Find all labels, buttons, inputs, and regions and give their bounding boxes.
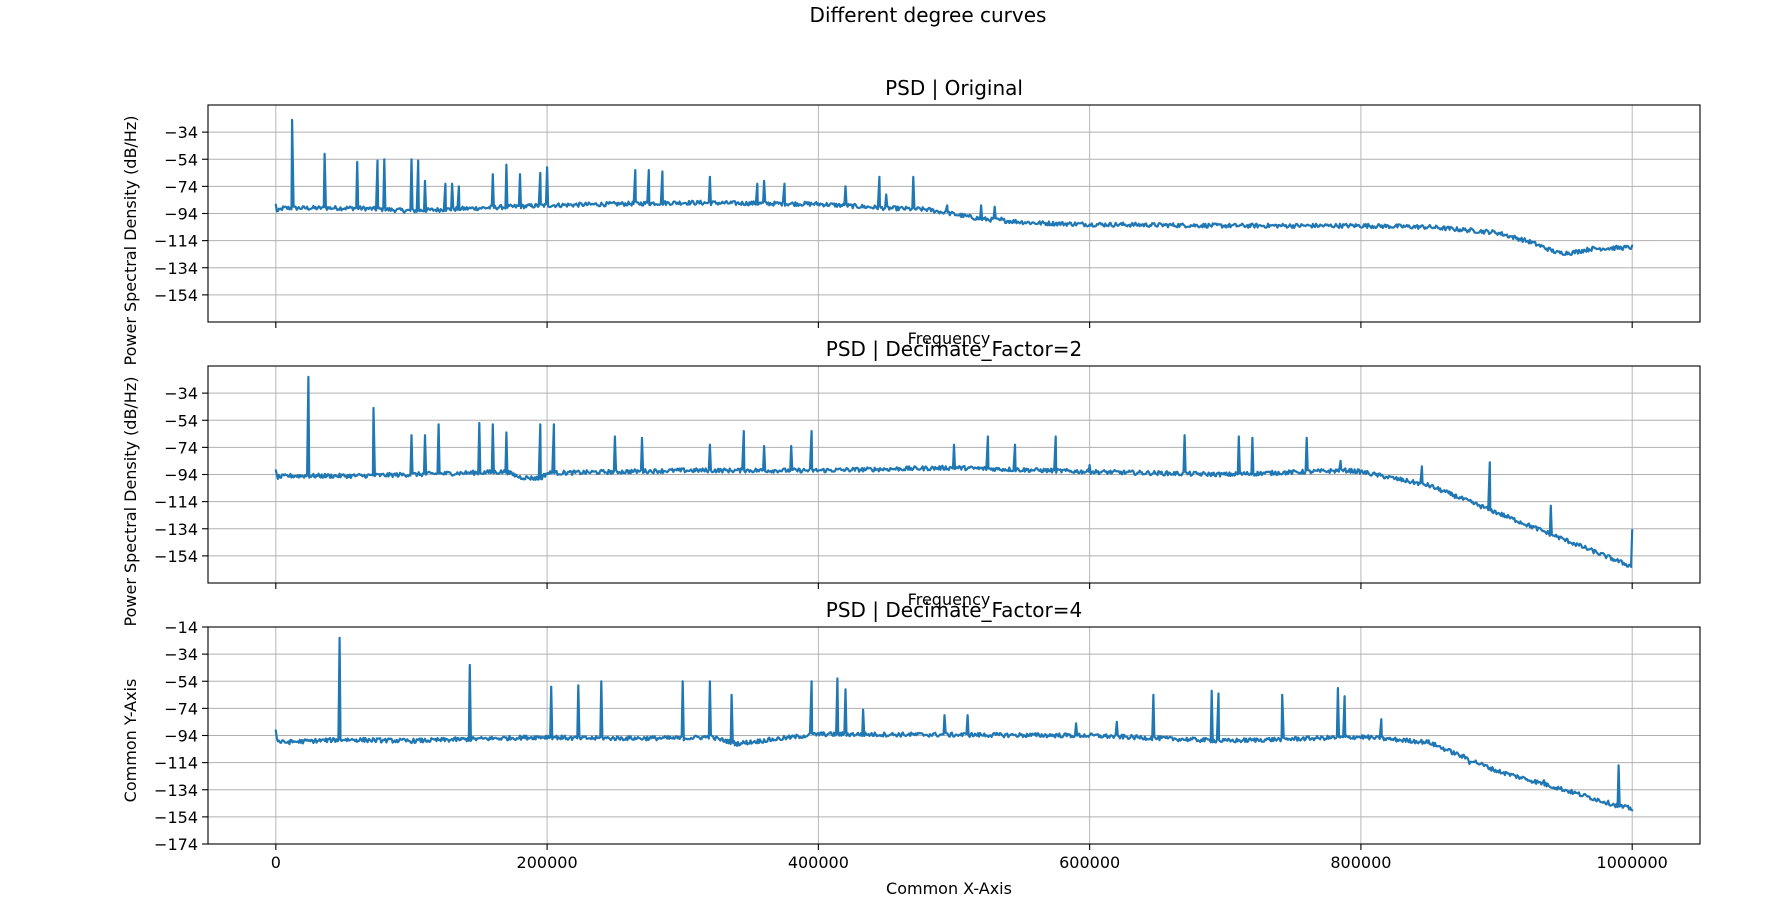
subplot-2: −154 −134 −114 −94 −74 −54 −34 PSD | Decimate_F… bbox=[121, 337, 1701, 627]
x-tick-label: 1000000 bbox=[1597, 853, 1668, 872]
psd-trace-series bbox=[274, 636, 1634, 812]
y-tick-label: −114 bbox=[154, 493, 198, 512]
y-tick-label: −74 bbox=[164, 438, 198, 457]
x-tick-label: 0 bbox=[271, 853, 281, 872]
y-tick-label: −94 bbox=[164, 466, 198, 485]
y-tick-label: −134 bbox=[154, 259, 198, 278]
psd-trace-series bbox=[274, 118, 1634, 256]
x-tick-label: 800000 bbox=[1330, 853, 1391, 872]
y-tick-label: −134 bbox=[154, 520, 198, 539]
y-axis-label: Power Spectral Density (dB/Hz) bbox=[121, 116, 140, 366]
y-tick-label: −54 bbox=[164, 672, 198, 691]
y-tick-label: −134 bbox=[154, 781, 198, 800]
subplot-1: −154 −134 −114 −94 −74 −54 −34 PSD | Original Fr… bbox=[121, 76, 1701, 366]
y-axis-label: Common Y-Axis bbox=[121, 679, 140, 803]
common-x-axis-label: Common X-Axis bbox=[886, 879, 1012, 898]
y-tick-label: −74 bbox=[164, 177, 198, 196]
y-tick-label: −154 bbox=[154, 547, 198, 566]
y-tick-label: −34 bbox=[164, 645, 198, 664]
y-tick-label: −14 bbox=[164, 618, 198, 637]
y-tick-label: −154 bbox=[154, 808, 198, 827]
y-tick-label: −94 bbox=[164, 727, 198, 746]
y-tick-label: −34 bbox=[164, 123, 198, 142]
subplot-title: PSD | Decimate_Factor=4 bbox=[826, 598, 1082, 622]
subplot-3: −174 −154 −134 −114 −94 −74 −54 −34 −14 0 200000 40… bbox=[121, 598, 1701, 872]
subplot-title: PSD | Decimate_Factor=2 bbox=[826, 337, 1082, 361]
x-axis-label: Frequency bbox=[908, 329, 991, 348]
subplot-title: PSD | Original bbox=[885, 76, 1023, 100]
figure-title: Different degree curves bbox=[810, 3, 1047, 27]
y-tick-label: −114 bbox=[154, 232, 198, 251]
y-tick-label: −74 bbox=[164, 699, 198, 718]
y-tick-label: −34 bbox=[164, 384, 198, 403]
y-tick-label: −54 bbox=[164, 411, 198, 430]
y-tick-label: −154 bbox=[154, 286, 198, 305]
psd-trace-series bbox=[274, 375, 1634, 568]
y-tick-label: −174 bbox=[154, 835, 198, 854]
y-axis-label: Power Spectral Density (dB/Hz) bbox=[121, 377, 140, 627]
x-tick-label: 200000 bbox=[517, 853, 578, 872]
y-tick-label: −54 bbox=[164, 150, 198, 169]
y-tick-label: −114 bbox=[154, 754, 198, 773]
x-tick-label: 400000 bbox=[788, 853, 849, 872]
x-tick-label: 600000 bbox=[1059, 853, 1120, 872]
y-tick-label: −94 bbox=[164, 205, 198, 224]
x-axis-label: Frequency bbox=[908, 590, 991, 609]
